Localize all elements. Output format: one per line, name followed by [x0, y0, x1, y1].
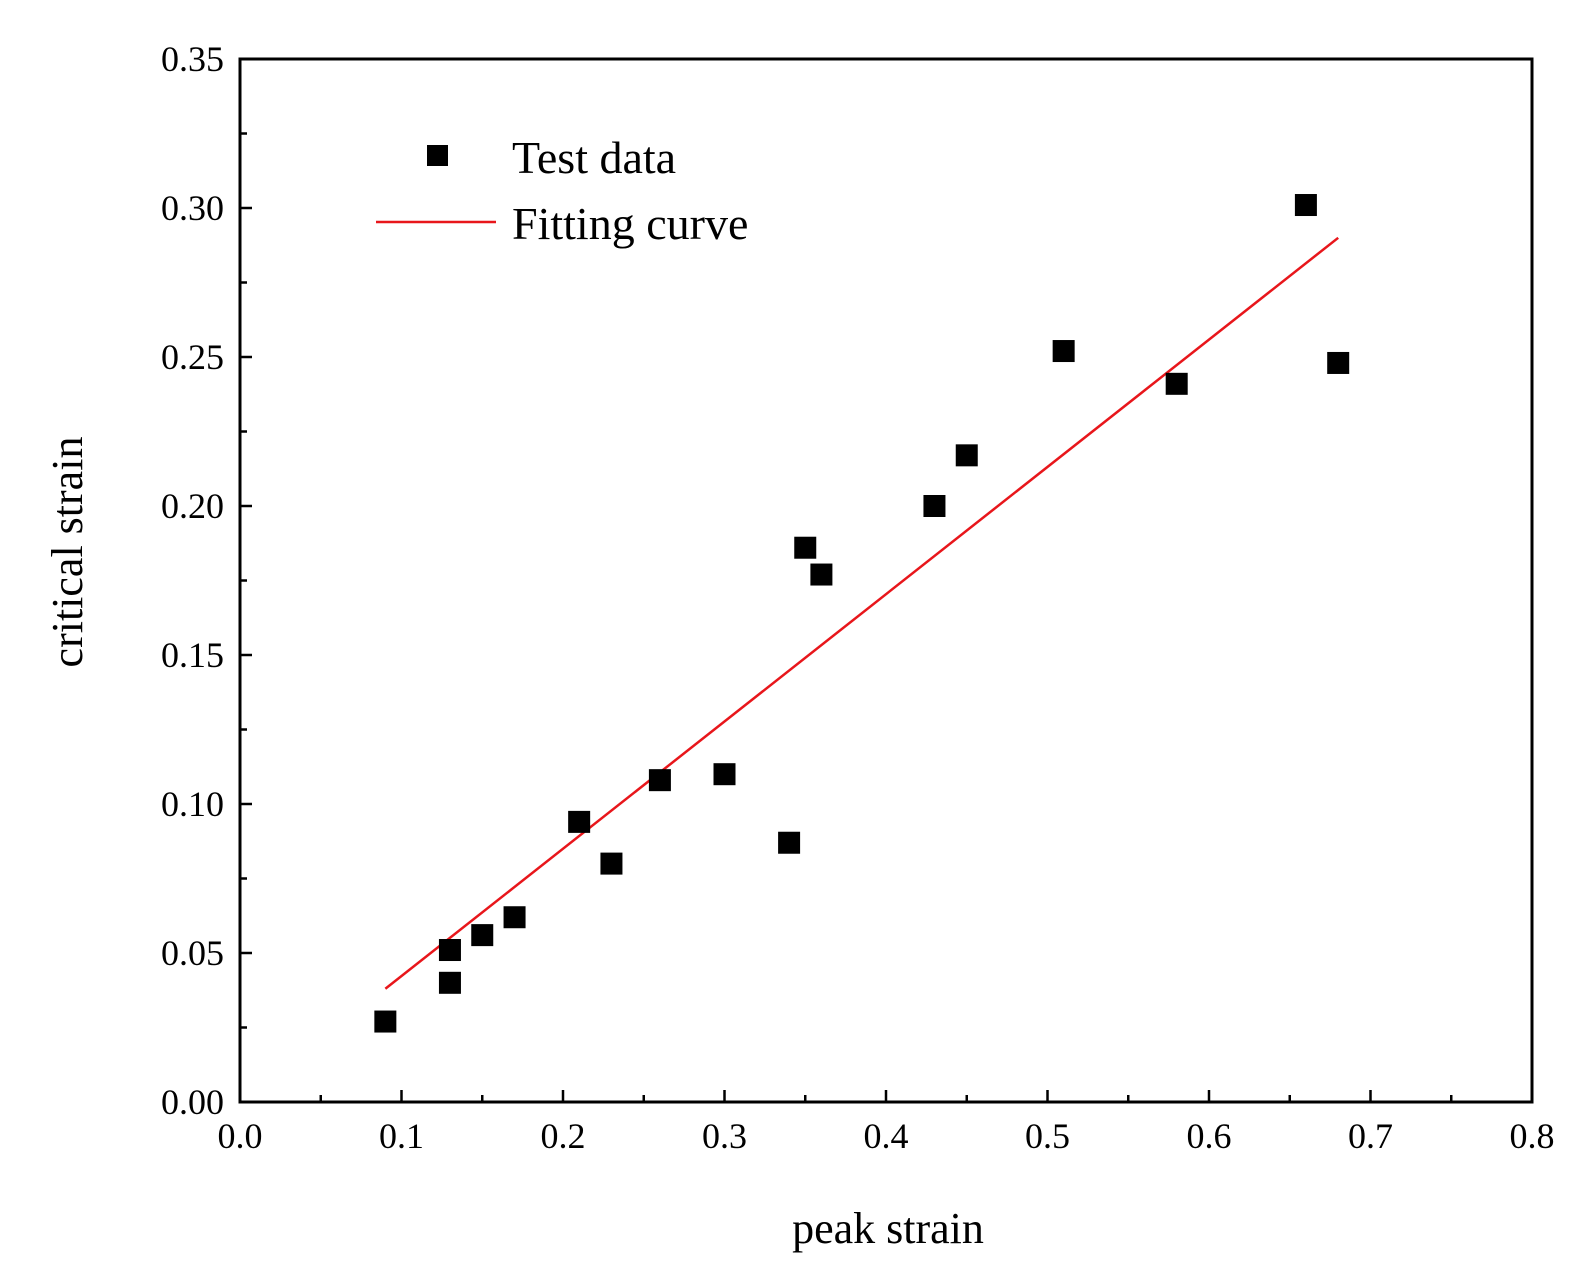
axes-layer [238, 57, 1534, 1104]
test-data-point [1052, 340, 1075, 363]
y-tick-label: 0.30 [161, 188, 224, 228]
plot-frame [238, 57, 1534, 1104]
test-data-point [1165, 372, 1188, 395]
y-tick-label: 0.05 [161, 933, 224, 973]
test-data-point [1327, 351, 1350, 374]
test-data-point [438, 971, 461, 994]
test-data-point [503, 906, 526, 929]
x-tick-label: 0.6 [1187, 1116, 1232, 1156]
ticks-layer: 0.0 0.1 0.2 0.3 0.4 0.5 0.6 0.7 0.8 0.00 0.05 0.10 0… [161, 39, 1555, 1156]
fitting-curve-line [384, 236, 1339, 990]
y-axis-title: critical strain [43, 437, 92, 668]
test-data-layer [374, 194, 1350, 1033]
x-tick-label: 0.0 [218, 1116, 263, 1156]
test-data-point [600, 852, 623, 875]
x-tick-label: 0.1 [379, 1116, 424, 1156]
test-data-point [713, 763, 736, 786]
y-tick-label: 0.25 [161, 337, 224, 377]
test-data-point [794, 536, 817, 559]
y-tick-label: 0.00 [161, 1082, 224, 1122]
y-tick-label: 0.10 [161, 784, 224, 824]
test-data-point [778, 831, 801, 854]
test-data-point [648, 769, 671, 792]
test-data-point [810, 563, 833, 586]
x-axis-title: peak strain [792, 1204, 984, 1253]
legend-marker-square [427, 145, 448, 166]
test-data-point [1294, 194, 1317, 217]
x-tick-label: 0.4 [864, 1116, 909, 1156]
test-data-point [923, 495, 946, 517]
test-data-point [438, 939, 461, 962]
fitting-curve-layer [384, 236, 1339, 990]
y-tick-label: 0.35 [161, 39, 224, 79]
x-tick-label: 0.8 [1510, 1116, 1555, 1156]
x-tick-label: 0.3 [702, 1116, 747, 1156]
test-data-point [374, 1010, 397, 1033]
test-data-point [471, 924, 494, 947]
y-tick-label: 0.15 [161, 635, 224, 675]
legend-label-fitting-curve: Fitting curve [512, 198, 748, 249]
legend-label-test-data: Test data [512, 132, 676, 183]
y-tick-label: 0.20 [161, 486, 224, 526]
test-data-point [568, 810, 591, 833]
x-tick-label: 0.5 [1025, 1116, 1070, 1156]
x-tick-label: 0.7 [1348, 1116, 1393, 1156]
test-data-point [955, 444, 978, 467]
legend: Test data Fitting curve [376, 132, 748, 249]
x-tick-label: 0.2 [541, 1116, 586, 1156]
